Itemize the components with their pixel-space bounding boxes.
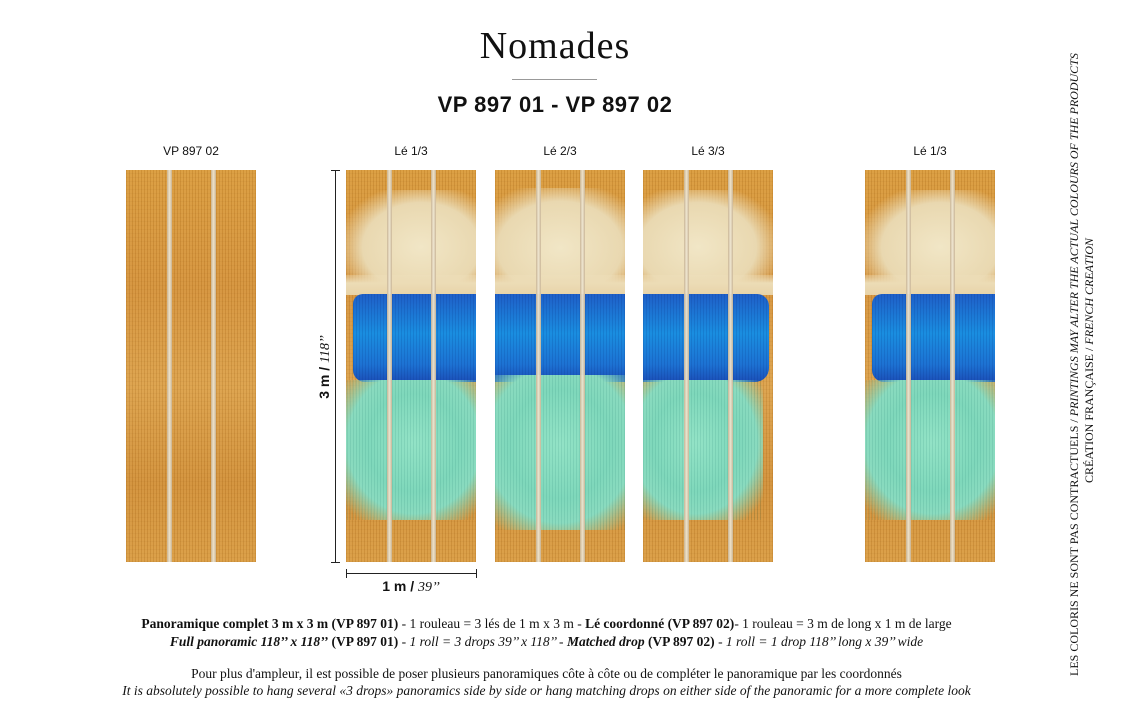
cream-band	[643, 275, 773, 295]
side-note-creation-en: FRENCH CREATION	[1082, 238, 1096, 345]
page-title: Nomades	[479, 25, 631, 67]
panoramic-drop-2	[495, 170, 625, 562]
cream-cloud	[865, 190, 995, 285]
matched-drop-panel	[126, 170, 256, 562]
desc-en-ref1: (VP 897 01)	[328, 634, 399, 649]
side-note-creation-fr: CRÉATION FRANÇAISE	[1082, 353, 1096, 483]
height-metric: 3 m /	[316, 362, 332, 399]
description-en-line2: It is absolutely possible to hang severa…	[122, 683, 971, 698]
matched-drop-label: VP 897 02	[163, 144, 219, 158]
title-divider	[512, 79, 597, 80]
teal-cloud	[346, 380, 476, 520]
width-imperial: 39’’	[418, 580, 440, 595]
teal-cloud	[865, 380, 995, 520]
panel-seam	[728, 170, 733, 562]
width-dimension-line	[346, 573, 476, 574]
width-dimension-label: 1 m / 39’’	[346, 578, 476, 596]
height-imperial: 118’’	[318, 335, 333, 363]
cream-cloud	[346, 190, 476, 285]
height-dimension-line	[335, 170, 336, 562]
panel-seam	[211, 170, 216, 562]
desc-en-roll: - 1 roll = 3 drops 39’’ x 118’’ -	[398, 634, 567, 649]
panoramic-drop-3	[643, 170, 773, 562]
side-note-separator-2: /	[1082, 344, 1096, 354]
panel-seam	[684, 170, 689, 562]
side-note-colors-fr: LES COLORIS NE SONT PAS CONTRACTUELS	[1067, 425, 1081, 676]
cream-band	[495, 275, 625, 295]
blue-band	[872, 294, 995, 382]
desc-fr-roll: - 1 rouleau = 3 lés de 1 m x 3 m -	[398, 616, 586, 631]
cream-band	[346, 275, 476, 295]
desc-en-ref2: (VP 897 02)	[644, 634, 715, 649]
height-dimension-cap-bottom	[331, 562, 340, 563]
desc-en-matched: Matched drop	[566, 634, 645, 649]
cream-cloud	[495, 188, 625, 288]
teal-cloud	[495, 375, 625, 530]
side-note-colors: LES COLORIS NE SONT PAS CONTRACTUELS / P…	[1067, 53, 1082, 676]
panoramic-drop-1	[346, 170, 476, 562]
desc-fr-matched: Lé coordonné	[585, 616, 665, 631]
right-drop-label: Lé 1/3	[913, 144, 947, 158]
height-dimension-label: 3 m / 118’’	[316, 312, 334, 422]
right-panoramic-drop-1	[865, 170, 995, 562]
panel-seam	[387, 170, 392, 562]
panel-seam	[950, 170, 955, 562]
width-metric: 1 m /	[382, 578, 418, 594]
panel-seam	[906, 170, 911, 562]
desc-en-product: Full panoramic 118’’ x 118’’	[169, 634, 329, 649]
drop-2-label: Lé 2/3	[543, 144, 577, 158]
panel-seam	[431, 170, 436, 562]
width-dimension-cap-right	[476, 569, 477, 578]
desc-fr-ref2: (VP 897 02)	[664, 616, 735, 631]
description-fr-line1: Panoramique complet 3 m x 3 m (VP 897 01…	[0, 616, 1093, 632]
panel-seam	[536, 170, 541, 562]
side-note-separator: /	[1067, 416, 1081, 426]
side-note-colors-en: PRINTINGS MAY ALTER THE ACTUAL COLOURS O…	[1067, 53, 1081, 417]
height-dimension-cap-top	[331, 170, 340, 171]
description-en-line1: Full panoramic 118’’ x 118’’ (VP 897 01)…	[0, 634, 1093, 650]
blue-band	[495, 294, 625, 382]
side-note-creation: CRÉATION FRANÇAISE / FRENCH CREATION	[1082, 238, 1097, 483]
panel-seam	[580, 170, 585, 562]
reference-subtitle: VP 897 01 - VP 897 02	[437, 92, 673, 117]
cream-band	[865, 275, 995, 295]
teal-cloud	[643, 380, 763, 520]
desc-fr-ref1: (VP 897 01)	[328, 616, 399, 631]
description-fr-line2: Pour plus d'ampleur, il est possible de …	[191, 666, 902, 681]
desc-en-roll2: - 1 roll = 1 drop 118’’ long x 39’’ wide	[714, 634, 924, 649]
cream-cloud	[643, 190, 773, 285]
blue-band	[643, 294, 769, 382]
desc-fr-product: Panoramique complet 3 m x 3 m	[141, 616, 329, 631]
drop-1-label: Lé 1/3	[394, 144, 428, 158]
desc-fr-roll2: - 1 rouleau = 3 m de long x 1 m de large	[734, 616, 952, 631]
drop-3-label: Lé 3/3	[691, 144, 725, 158]
panel-seam	[167, 170, 172, 562]
blue-band	[353, 294, 476, 382]
width-dimension-cap-left	[346, 569, 347, 578]
